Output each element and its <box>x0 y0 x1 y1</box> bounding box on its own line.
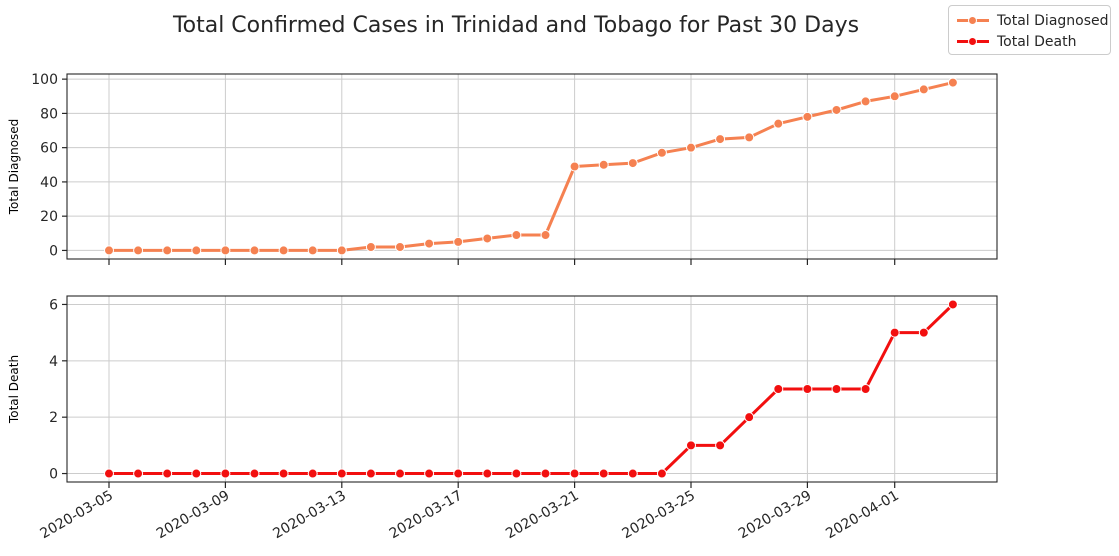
data-point <box>395 468 405 479</box>
y-tick-label: 20 <box>40 209 58 225</box>
data-point <box>569 161 580 172</box>
data-point <box>249 468 260 479</box>
data-point <box>831 384 842 394</box>
data-point <box>889 327 900 338</box>
data-point <box>627 468 638 479</box>
legend: Total Diagnosed Total Death <box>948 5 1111 55</box>
data-point <box>686 440 696 451</box>
y-tick-label: 80 <box>40 106 58 122</box>
legend-swatch-death <box>957 35 989 49</box>
data-point <box>656 147 667 158</box>
data-point <box>482 468 493 479</box>
data-point <box>191 468 202 479</box>
data-point <box>802 111 813 122</box>
y-tick-label: 100 <box>31 72 58 88</box>
data-point <box>831 104 842 115</box>
data-point <box>511 468 522 479</box>
plot-frame <box>66 295 998 483</box>
panel-diagnosed: 0 20 40 60 80 100 Total Diagnosed <box>7 72 998 265</box>
data-point <box>220 245 231 256</box>
y-axis-label: Total Death <box>7 355 21 424</box>
data-point <box>336 468 347 479</box>
data-point <box>918 84 929 95</box>
legend-item-total-death: Total Death <box>957 32 1112 52</box>
data-point <box>133 245 144 256</box>
data-point <box>540 230 551 241</box>
data-point <box>715 440 726 451</box>
data-point <box>947 77 958 88</box>
data-point <box>598 468 609 479</box>
y-tick-label: 60 <box>40 141 58 157</box>
x-tick-label: 2020-03-09 <box>154 488 232 543</box>
data-point <box>686 142 696 153</box>
x-tick-label: 2020-03-13 <box>270 488 348 543</box>
series-line <box>109 81 954 252</box>
data-point <box>947 299 958 310</box>
legend-item-total-diagnosed: Total Diagnosed <box>957 11 1112 31</box>
data-point <box>307 468 318 479</box>
data-point <box>191 245 202 256</box>
data-point <box>220 468 231 479</box>
data-point <box>162 468 173 479</box>
data-point <box>133 468 144 479</box>
data-point <box>860 96 871 107</box>
data-point <box>395 242 405 253</box>
x-tick-label: 2020-04-01 <box>823 488 901 543</box>
data-point <box>511 230 522 241</box>
series-line <box>109 303 954 475</box>
y-axis-label: Total Diagnosed <box>7 119 21 216</box>
data-point <box>918 327 929 338</box>
data-point <box>598 159 609 170</box>
data-point <box>482 233 493 244</box>
data-point <box>656 468 667 479</box>
data-point <box>860 384 871 394</box>
data-point <box>162 245 173 256</box>
data-point <box>278 245 289 256</box>
data-point <box>249 245 260 256</box>
data-point <box>307 245 318 256</box>
data-point <box>453 236 464 247</box>
legend-swatch-diagnosed <box>957 14 989 28</box>
data-point <box>336 245 347 256</box>
y-tick-label: 0 <box>49 467 58 483</box>
data-point <box>278 468 289 479</box>
x-tick-label: 2020-03-21 <box>503 488 581 543</box>
x-tick-label: 2020-03-17 <box>387 488 465 543</box>
plot-frame <box>66 73 998 260</box>
data-point <box>424 468 435 479</box>
data-point <box>365 468 376 479</box>
data-point <box>715 134 726 145</box>
data-point <box>104 245 114 256</box>
data-point <box>773 118 784 129</box>
data-point <box>802 384 813 394</box>
data-point <box>453 468 464 479</box>
y-tick-label: 2 <box>49 410 58 426</box>
data-point <box>744 132 755 143</box>
data-point <box>104 468 114 479</box>
y-tick-label: 6 <box>49 297 58 313</box>
legend-label-death: Total Death <box>997 34 1077 50</box>
x-tick-label: 2020-03-29 <box>736 488 814 543</box>
data-point <box>569 468 580 479</box>
data-point <box>540 468 551 479</box>
y-tick-label: 40 <box>40 175 58 191</box>
data-point <box>424 238 435 249</box>
legend-label-diagnosed: Total Diagnosed <box>997 13 1109 29</box>
chart-title: Total Confirmed Cases in Trinidad and To… <box>172 13 859 38</box>
data-point <box>365 242 376 253</box>
y-tick-label: 4 <box>49 354 58 370</box>
panel-death: 0 2 4 6 Total Death <box>7 295 998 488</box>
x-tick-label: 2020-03-05 <box>38 488 116 543</box>
y-tick-label: 0 <box>49 243 58 259</box>
x-tick-label: 2020-03-25 <box>620 488 698 543</box>
data-point <box>744 412 755 423</box>
data-point <box>773 384 784 394</box>
data-point <box>889 91 900 102</box>
data-point <box>627 158 638 169</box>
